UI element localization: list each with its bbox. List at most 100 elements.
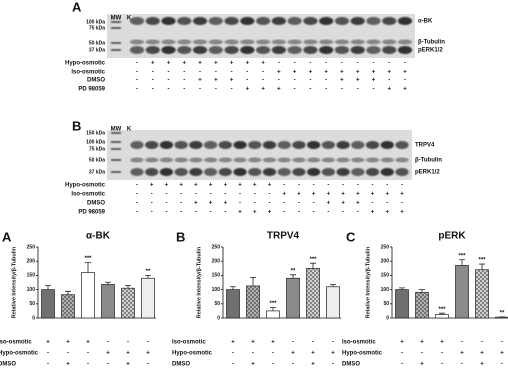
bar-hatch (246, 285, 260, 318)
condition-sign: - (325, 61, 327, 67)
blot-band (218, 157, 232, 163)
condition-sign: - (152, 87, 154, 93)
blot-band (256, 17, 271, 25)
condition-sign: - (298, 183, 300, 189)
y-tick-label: 200 (381, 259, 390, 265)
blot-band (203, 168, 218, 176)
condition-sign: - (151, 210, 153, 216)
condition-label: PD 98059 (78, 210, 105, 216)
band-label: pERK1/2 (418, 48, 443, 54)
blot-band (321, 157, 336, 163)
condition-sign: + (356, 201, 360, 207)
blot-band (307, 168, 321, 176)
condition-sign: + (340, 78, 344, 84)
y-tick-label: 50 (29, 301, 35, 307)
blot-band (380, 141, 394, 149)
panel-letter: B (176, 229, 185, 244)
blot-band (336, 141, 350, 149)
condition-sign: - (254, 201, 256, 207)
blot-band (395, 168, 409, 176)
condition-sign: - (152, 78, 154, 84)
blot-band (334, 17, 350, 25)
condition-sign: - (165, 192, 167, 198)
marker-band (111, 42, 121, 44)
condition-sign: + (386, 192, 390, 198)
condition-sign: - (183, 78, 185, 84)
marker-label: 50 kDa (89, 40, 105, 46)
condition-sign: + (480, 351, 484, 357)
marker-label: 150 kDa (86, 130, 105, 136)
y-tick-label: 150 (212, 273, 221, 279)
lane-label: K (127, 127, 132, 133)
condition-sign: - (168, 87, 170, 93)
blot-band (336, 168, 350, 176)
significance: ** (500, 310, 505, 316)
condition-sign: - (357, 183, 359, 189)
condition-sign: + (324, 70, 328, 76)
condition-label: DMSO (87, 201, 105, 207)
blot-band (365, 157, 380, 163)
error-bar (270, 307, 276, 311)
marker-label: 37 kDa (89, 169, 105, 175)
bar (435, 314, 449, 319)
condition-sign: + (400, 340, 404, 346)
significance: *** (458, 253, 466, 259)
error-bar (419, 289, 425, 293)
condition-sign: + (261, 87, 265, 93)
condition-sign: + (268, 210, 272, 216)
blot-band (130, 141, 144, 149)
chart-title: α-BK (86, 231, 111, 242)
bar (495, 316, 508, 319)
condition-sign: - (195, 192, 197, 198)
y-tick-label: 250 (212, 244, 221, 250)
condition-sign: + (311, 362, 315, 368)
condition-sign: - (372, 87, 374, 93)
error-bar (310, 262, 316, 269)
condition-sign: + (341, 192, 345, 198)
blot-band (382, 46, 397, 54)
condition-sign: - (372, 183, 374, 189)
blot-band (174, 141, 188, 149)
condition-sign: + (214, 61, 218, 67)
blot-band (382, 39, 397, 45)
band-label: α-BK (418, 19, 433, 25)
condition-sign: - (401, 351, 403, 357)
lane-label: MW (111, 16, 122, 22)
condition-sign: + (238, 183, 242, 189)
blot-band (224, 17, 239, 25)
condition-sign: - (231, 87, 233, 93)
condition-sign: - (404, 61, 406, 67)
blot-band (240, 17, 255, 25)
condition-sign: - (136, 78, 138, 84)
condition-sign: - (199, 70, 201, 76)
blot-band (336, 157, 350, 163)
condition-label: Iso-osmotic (342, 340, 376, 346)
y-tick-label: 100 (381, 287, 390, 293)
marker-label: 100 kDa (86, 19, 105, 25)
y-tick-label: 200 (212, 259, 221, 265)
blot-band (233, 157, 247, 163)
condition-sign: - (87, 351, 89, 357)
blot-band (189, 168, 203, 176)
condition-sign: - (224, 210, 226, 216)
error-bar (65, 290, 71, 295)
error-bar (399, 287, 405, 290)
condition-sign: - (224, 192, 226, 198)
blot-band (262, 141, 277, 149)
condition-sign: + (341, 201, 345, 207)
significance: *** (309, 257, 317, 263)
condition-sign: - (107, 362, 109, 368)
blot-band (262, 168, 277, 176)
bar (101, 284, 115, 319)
condition-label: Hypo-osmotic (0, 351, 39, 357)
condition-sign: - (461, 362, 463, 368)
blot-band (161, 46, 176, 54)
blot-band (159, 157, 174, 163)
condition-sign: - (283, 183, 285, 189)
error-bar (250, 276, 256, 286)
condition-sign: - (269, 192, 271, 198)
condition-sign: + (261, 61, 265, 67)
condition-sign: + (387, 87, 391, 93)
significance: ** (146, 269, 151, 275)
